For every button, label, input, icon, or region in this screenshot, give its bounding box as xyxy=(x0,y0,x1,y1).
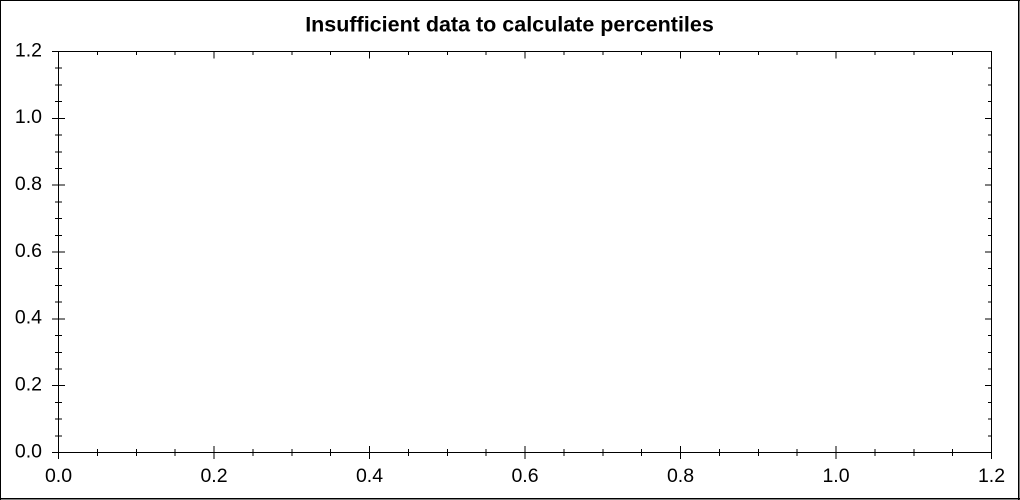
svg-text:0.2: 0.2 xyxy=(200,465,227,487)
svg-text:0.8: 0.8 xyxy=(15,173,42,195)
svg-text:0.4: 0.4 xyxy=(356,465,383,487)
svg-text:0.2: 0.2 xyxy=(15,373,42,395)
svg-text:0.4: 0.4 xyxy=(15,307,42,329)
svg-text:1.2: 1.2 xyxy=(15,39,42,61)
svg-text:0.6: 0.6 xyxy=(15,240,42,262)
svg-text:1.0: 1.0 xyxy=(822,465,849,487)
svg-text:0.8: 0.8 xyxy=(667,465,694,487)
svg-text:0.0: 0.0 xyxy=(45,465,72,487)
svg-text:Insufficient data to calculate: Insufficient data to calculate percentil… xyxy=(305,12,714,36)
svg-text:0.0: 0.0 xyxy=(15,440,42,462)
svg-text:1.0: 1.0 xyxy=(15,106,42,128)
svg-text:1.2: 1.2 xyxy=(978,465,1005,487)
svg-text:0.6: 0.6 xyxy=(511,465,538,487)
